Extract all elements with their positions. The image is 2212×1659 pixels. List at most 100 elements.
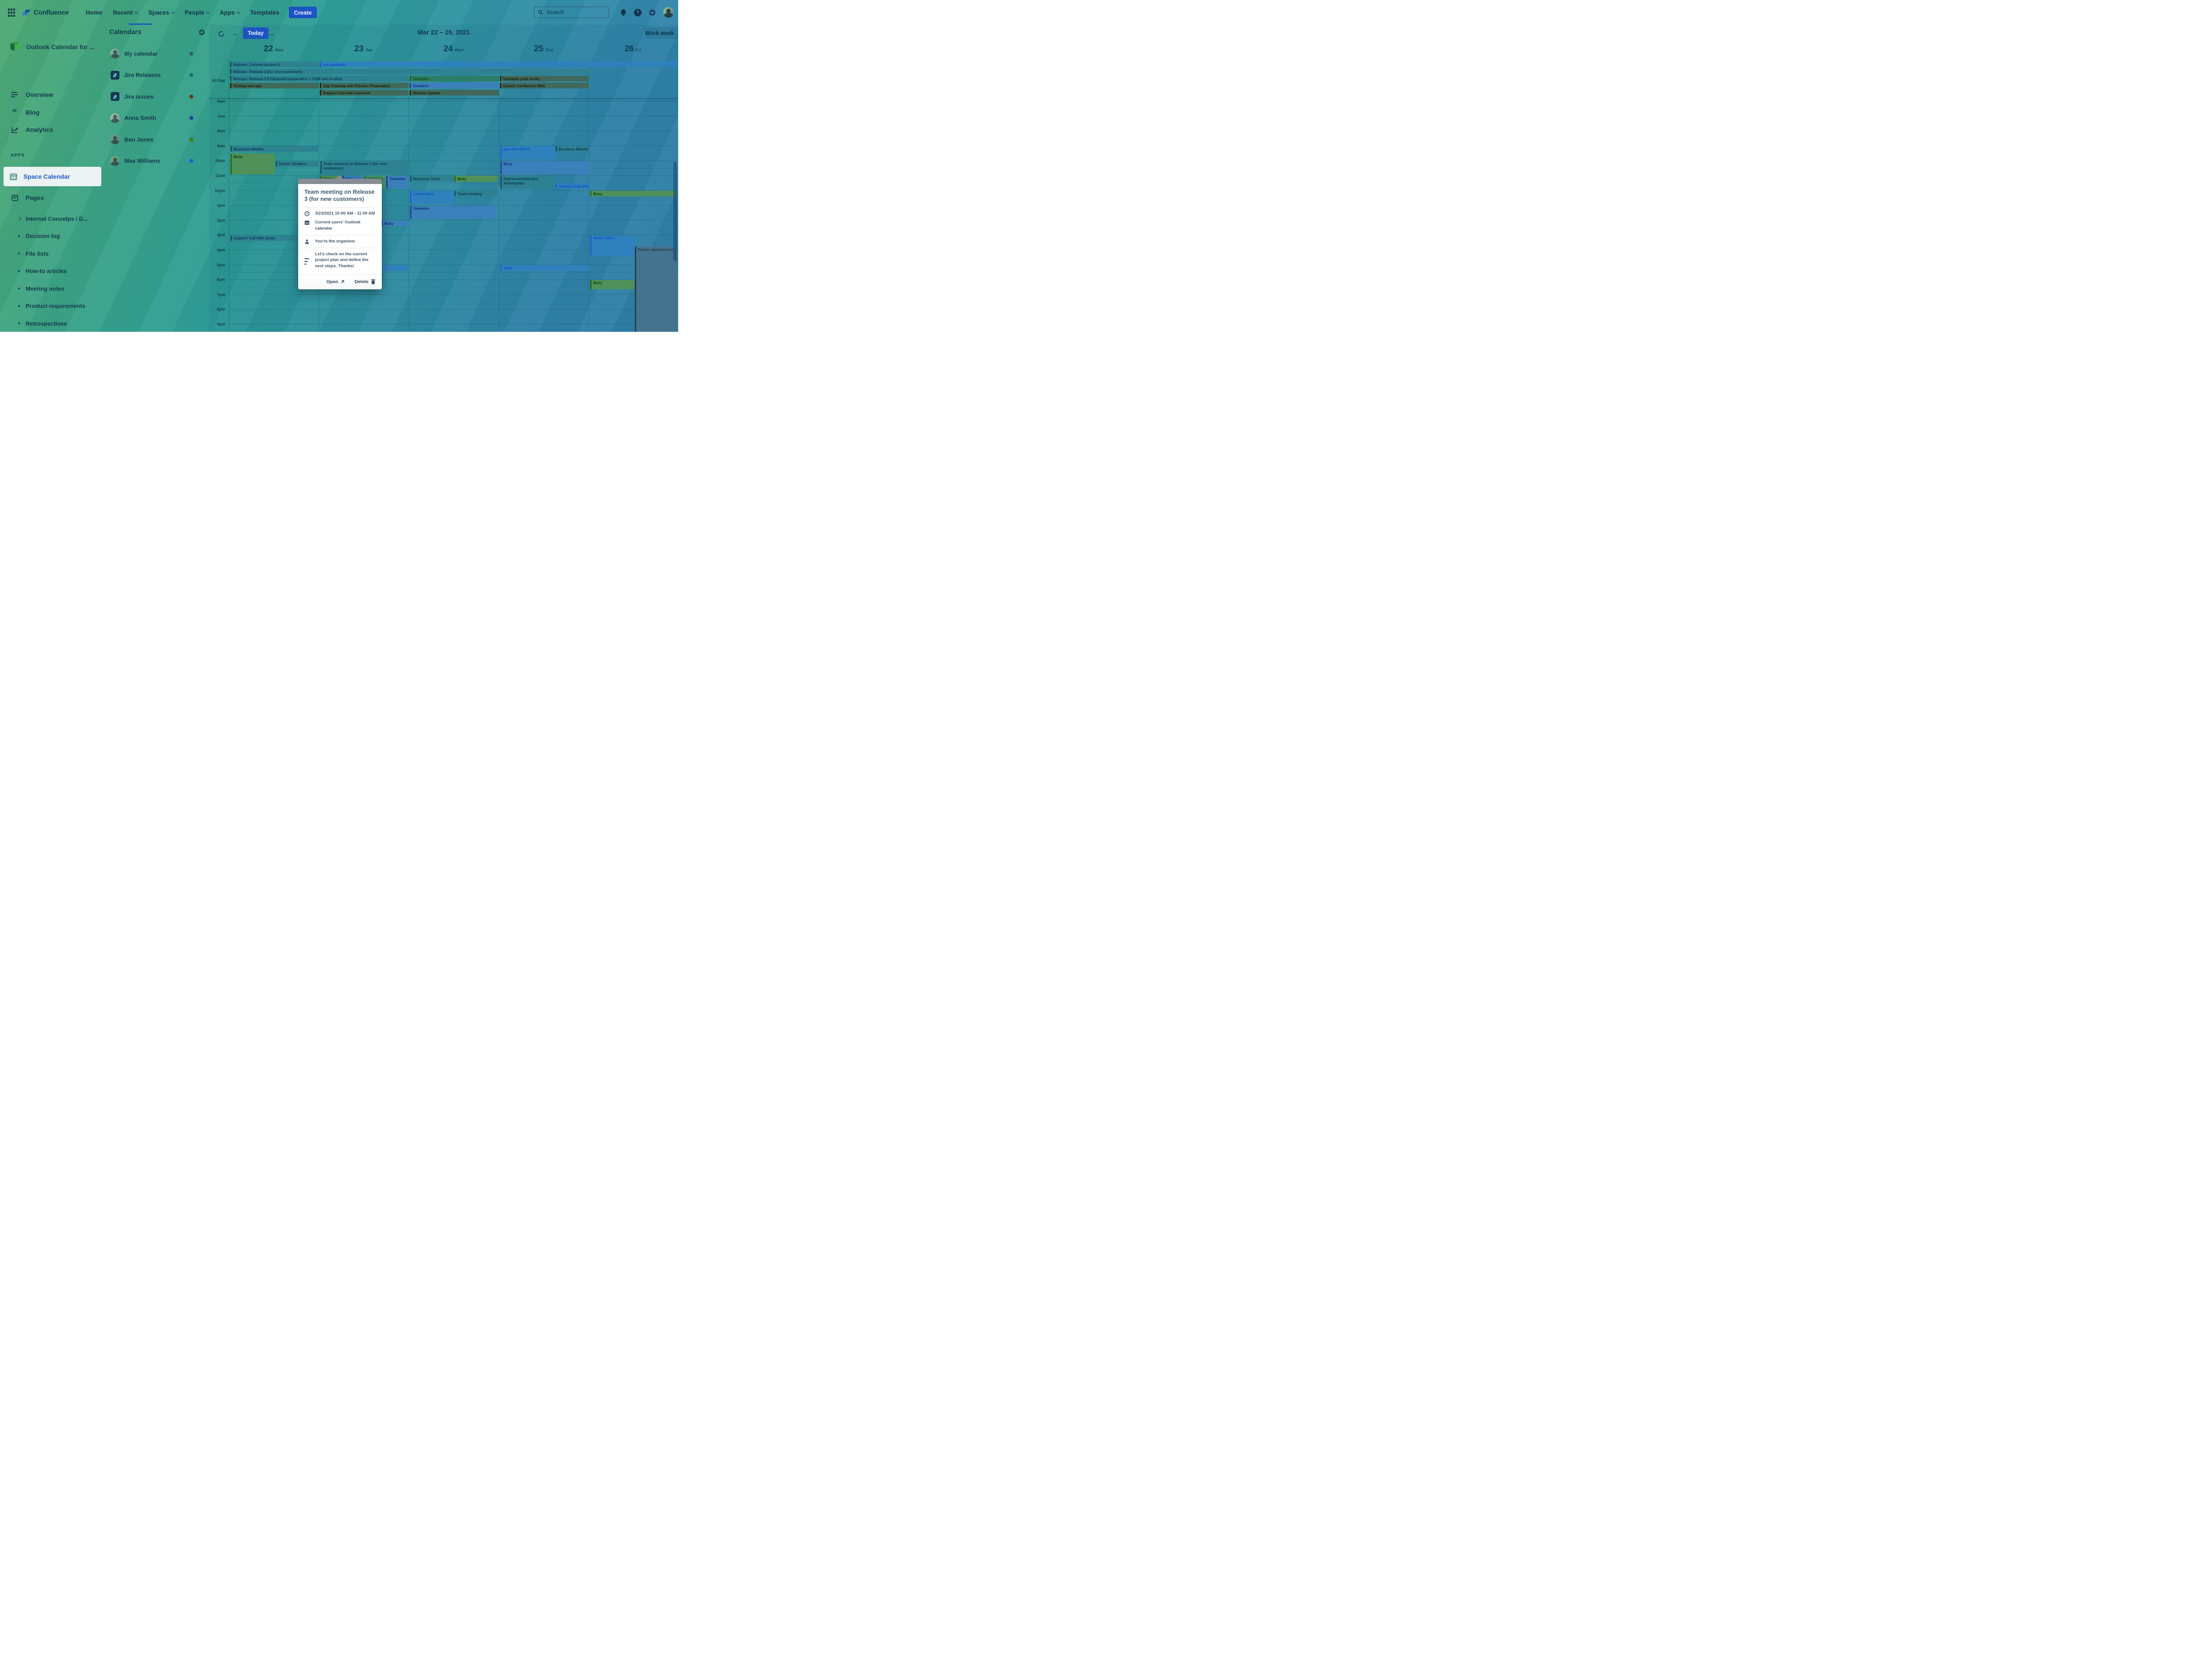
allday-event[interactable]: Release: Release 3 (for new customers) bbox=[230, 69, 589, 74]
allday-event[interactable]: App Training with Partner: Preparation bbox=[320, 83, 409, 88]
timed-event[interactable]: Support Call with bbox=[555, 183, 589, 189]
confluence-logo[interactable]: Confluence bbox=[21, 8, 69, 17]
time-label: 7pm bbox=[217, 292, 225, 297]
allday-event[interactable]: Support Call with customer bbox=[320, 90, 409, 96]
timed-event[interactable]: Busy bbox=[381, 220, 409, 227]
page-tree-item[interactable]: Decision log bbox=[0, 230, 105, 243]
user-avatar[interactable] bbox=[663, 7, 674, 18]
settings-gear-icon[interactable] bbox=[649, 9, 656, 16]
sidebar-item-analytics[interactable]: Analytics bbox=[0, 123, 105, 136]
delete-button[interactable]: Delete bbox=[354, 279, 376, 284]
sidebar-item-overview[interactable]: Overview bbox=[0, 88, 105, 101]
day-header-fri: 26 Fri bbox=[588, 44, 677, 60]
calendar-color-dot[interactable] bbox=[189, 159, 193, 163]
allday-event[interactable]: Website Update bbox=[410, 90, 499, 96]
timed-event[interactable]: Ordner-Struktur bbox=[275, 161, 319, 167]
calendar-row-anna-smith[interactable]: Anna Smith bbox=[105, 111, 209, 125]
create-button[interactable]: Create bbox=[289, 7, 317, 18]
page-tree-item[interactable]: File lists bbox=[0, 247, 105, 260]
trash-icon bbox=[371, 279, 376, 284]
page-tree-item[interactable]: Retrospectives bbox=[0, 317, 105, 330]
nav-item-recent[interactable]: Recent bbox=[113, 9, 138, 16]
time-label: 6am bbox=[217, 99, 225, 104]
page-tree-item[interactable]: Internal Concetps / D... bbox=[0, 212, 105, 225]
timed-event[interactable]: WOD bbox=[500, 265, 589, 271]
calendar-row-jira-releases[interactable]: Jira Releases bbox=[105, 68, 209, 82]
timed-event[interactable]: Busy bbox=[230, 154, 275, 174]
allday-event[interactable]: not available bbox=[320, 61, 678, 67]
sidebar-item-blog[interactable]: ” Blog bbox=[0, 106, 105, 119]
page-tree-item[interactable]: Meeting notes bbox=[0, 282, 105, 295]
view-selector[interactable]: Work week bbox=[645, 27, 678, 39]
calendar-row-my-calendar[interactable]: My calendar bbox=[105, 46, 209, 61]
timed-event[interactable]: Team meeting bbox=[454, 191, 498, 197]
calendar-color-dot[interactable] bbox=[189, 73, 193, 77]
next-week-arrow[interactable]: → bbox=[268, 30, 275, 38]
timed-event[interactable]: Business Team bbox=[410, 176, 454, 182]
allday-event[interactable]: Tentative bbox=[410, 83, 499, 88]
nav-item-people[interactable]: People bbox=[185, 9, 210, 16]
page-tree-label: Internal Concetps / D... bbox=[26, 215, 88, 222]
nav-item-templates[interactable]: Templates bbox=[250, 9, 280, 16]
timed-event[interactable]: Interviewtermin bez. Arbeitsplatz bbox=[500, 176, 555, 189]
sidebar-item-space-calendar[interactable]: Space Calendar bbox=[4, 167, 101, 186]
timed-event[interactable]: Business Weekly bbox=[555, 146, 589, 152]
nav-item-home[interactable]: Home bbox=[86, 9, 103, 16]
allday-event[interactable]: Release: Release 2.9 (Upgrade preparatio… bbox=[230, 76, 409, 81]
calendar-icon bbox=[304, 219, 315, 225]
calendars-settings-gear-icon[interactable] bbox=[198, 29, 205, 36]
calendar-row-max-williams[interactable]: Max Williams bbox=[105, 154, 209, 168]
bullet-icon bbox=[18, 235, 20, 237]
today-button[interactable]: Today bbox=[243, 27, 269, 39]
timed-event[interactable]: Busy bbox=[590, 191, 676, 197]
sidebar-item-pages[interactable]: Pages bbox=[0, 191, 105, 204]
page-tree-item[interactable]: Product requirements bbox=[0, 300, 105, 313]
timed-event[interactable]: Busy bbox=[500, 161, 589, 174]
time-label: 9am bbox=[217, 143, 225, 148]
timed-event[interactable]: jour-fixe with IT bbox=[500, 146, 555, 160]
timed-event[interactable]: Tentative bbox=[386, 176, 409, 189]
calendar-name: Jira issues bbox=[124, 93, 154, 100]
day-name: Thu bbox=[545, 48, 553, 53]
popup-drag-bar[interactable] bbox=[298, 179, 382, 184]
calendar-color-dot[interactable] bbox=[189, 116, 193, 120]
calendar-row-jira-issues[interactable]: Jira issues bbox=[105, 89, 209, 104]
allday-event[interactable]: Release: Current version 5 bbox=[230, 61, 319, 67]
timed-event[interactable]: Team meeting on Release 3 (for new custo… bbox=[320, 161, 409, 174]
nav-item-apps[interactable]: Apps bbox=[220, 9, 240, 16]
open-external-icon bbox=[341, 280, 345, 284]
page-tree-item[interactable]: How-to articles bbox=[0, 265, 105, 278]
page-tree-label: Decision log bbox=[26, 233, 60, 239]
calendar-color-dot[interactable] bbox=[189, 137, 193, 142]
prev-week-arrow[interactable]: ← bbox=[232, 30, 239, 38]
vertical-scrollbar[interactable] bbox=[673, 161, 677, 261]
date-range-title: Mar 22 – 26, 2021 bbox=[417, 29, 470, 36]
open-button[interactable]: Open bbox=[326, 279, 345, 284]
notifications-bell-icon[interactable] bbox=[620, 9, 627, 16]
timed-event[interactable]: Busy bbox=[454, 176, 498, 182]
app-switcher-icon[interactable] bbox=[8, 8, 15, 17]
nav-item-spaces[interactable]: Spaces bbox=[148, 9, 175, 16]
allday-event[interactable]: Schedule paid media bbox=[500, 76, 589, 81]
allday-event[interactable]: Testing new app bbox=[230, 83, 319, 88]
space-header[interactable]: Outlook Calendar for ... bbox=[9, 41, 100, 53]
timed-event[interactable]: Busy bbox=[590, 280, 634, 290]
allday-event[interactable]: Tentative bbox=[410, 76, 499, 81]
nav-item-label: Home bbox=[85, 9, 103, 16]
calendar-color-dot[interactable] bbox=[189, 94, 193, 99]
timed-event[interactable]: Tentative bbox=[410, 205, 496, 219]
help-icon[interactable]: ? bbox=[634, 8, 641, 16]
sync-icon[interactable] bbox=[215, 27, 227, 40]
nav-item-label: Recent bbox=[113, 9, 133, 16]
popup-organizer-text: You're the organizer bbox=[315, 238, 355, 244]
search-input[interactable]: Search bbox=[534, 7, 609, 18]
timed-event[interactable]: Private appointment bbox=[634, 246, 677, 332]
timed-event[interactable]: Support Call with Jamie bbox=[230, 235, 299, 242]
allday-event[interactable]: Update Confluence Wiki bbox=[500, 83, 589, 88]
timed-event[interactable]: Lunch-Date bbox=[410, 191, 454, 204]
timed-event[interactable]: Home Office bbox=[590, 235, 634, 256]
calendar-row-ben-jones[interactable]: Ben Jones bbox=[105, 132, 209, 146]
hour-line bbox=[229, 294, 677, 295]
calendar-color-dot[interactable] bbox=[189, 51, 193, 56]
timed-event[interactable]: Business Weekly bbox=[230, 146, 319, 152]
